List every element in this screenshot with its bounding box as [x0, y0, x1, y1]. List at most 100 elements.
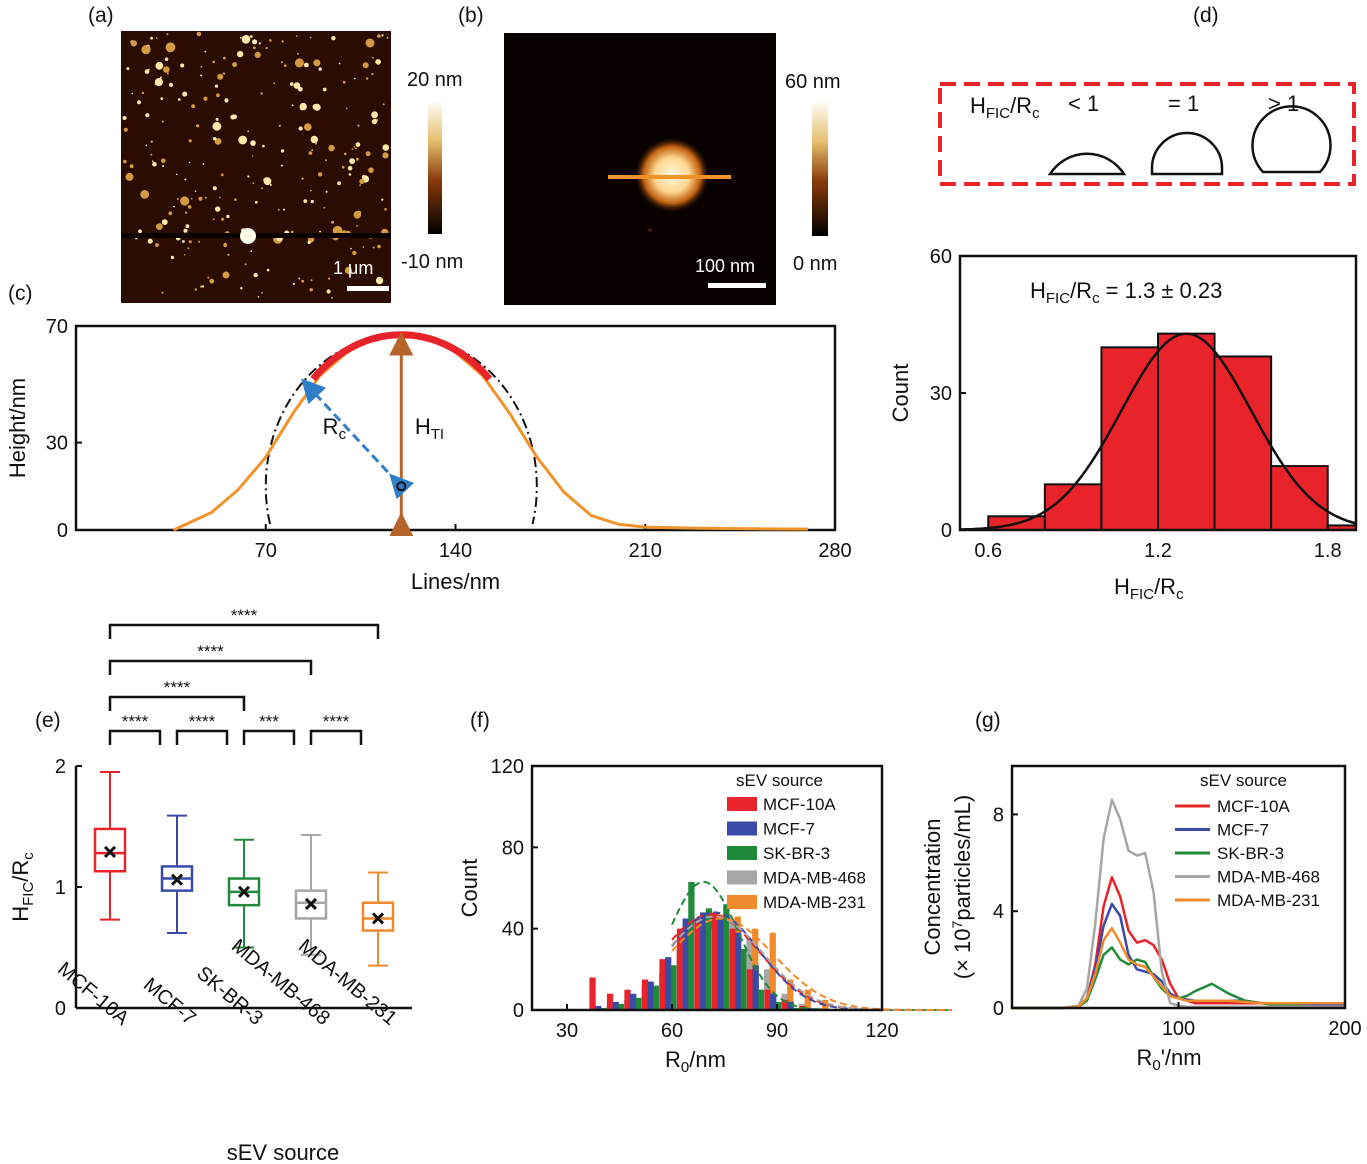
x-tick-label-g: 200 — [1328, 1018, 1361, 1040]
afm-particle — [150, 153, 153, 156]
histogram-bar-f — [705, 908, 713, 1010]
concentration-line-g — [1012, 926, 1345, 1010]
histogram-bar-f — [647, 981, 654, 1010]
histogram-bar-f — [618, 1003, 625, 1010]
afm-particle — [330, 296, 333, 299]
afm-particle — [196, 124, 200, 128]
legend-label-g: MDA-MB-468 — [1217, 868, 1320, 887]
histogram-bar-f — [763, 969, 771, 1010]
panel-label-d: (d) — [1193, 4, 1219, 27]
chart-f-frame — [530, 764, 884, 1012]
afm-particle — [342, 80, 346, 84]
panel-label-a: (a) — [88, 4, 114, 27]
hti-annotation: HTI — [415, 414, 444, 443]
x-axis-label-d-rest: /R — [1154, 574, 1176, 599]
afm-particle — [226, 214, 230, 219]
histogram-bar-f — [723, 904, 730, 1010]
afm-particle — [222, 271, 230, 279]
afm-particle — [281, 164, 283, 167]
afm-particle — [311, 149, 314, 151]
histogram-bar-f — [589, 977, 596, 1010]
x-tick-label-f: 120 — [865, 1020, 898, 1042]
afm-particle — [292, 282, 295, 285]
afm-particle — [269, 39, 272, 42]
afm-particle — [166, 33, 169, 36]
afm-particle — [331, 220, 335, 224]
afm-particle — [177, 98, 181, 101]
x-tick-label-d: 1.2 — [1144, 540, 1172, 562]
x-axis-label-c: Lines/nm — [411, 569, 500, 594]
height-profile-line — [172, 333, 808, 532]
afm-particle — [313, 59, 321, 67]
afm-particle — [180, 196, 190, 206]
afm-particle — [244, 263, 247, 266]
afm-particle — [250, 250, 253, 253]
afm-particle — [138, 229, 142, 234]
afm-particle — [359, 178, 365, 184]
significance-label-e: **** — [122, 712, 149, 731]
histogram-bar-f — [770, 993, 777, 1010]
afm-particle — [344, 266, 353, 274]
afm-particle — [140, 190, 150, 199]
histogram-bar-f — [694, 918, 701, 1010]
afm-particle — [187, 205, 192, 209]
afm-particle — [362, 175, 366, 179]
histogram-bar-f — [729, 928, 736, 1010]
afm-particle — [183, 228, 188, 233]
afm-particle — [353, 211, 362, 219]
afm-particle — [202, 163, 205, 165]
afm-particle — [362, 62, 369, 69]
afm-particle — [304, 123, 312, 131]
afm-particle — [356, 157, 359, 161]
afm-particle — [355, 147, 357, 150]
box-mean-e — [237, 885, 251, 898]
x-tick-label-f: 30 — [556, 1020, 578, 1042]
afm-particle — [204, 50, 207, 53]
afm-particle — [372, 246, 375, 249]
afm-particle — [368, 167, 374, 173]
scalebar-label-a: 1 μm — [333, 258, 373, 278]
afm-particle — [318, 67, 322, 71]
afm-particle — [353, 146, 356, 148]
afm-particle — [218, 196, 221, 199]
afm-particle — [137, 100, 141, 105]
fit-annotation-d-main: H — [1030, 278, 1046, 303]
afm-particle — [307, 240, 311, 244]
significance-bracket-e — [309, 729, 363, 745]
afm-particle — [277, 208, 280, 211]
afm-particle — [301, 279, 305, 283]
fit-curve-f — [671, 915, 952, 1011]
afm-particle — [169, 82, 173, 87]
histogram-bar-f — [787, 979, 794, 1010]
afm-particle — [180, 63, 185, 68]
afm-particle — [265, 46, 268, 50]
afm-particle — [152, 162, 157, 167]
fit-annotation-d-sub2: c — [1092, 290, 1100, 307]
rc-annotation-sub: c — [339, 426, 347, 443]
histogram-bar-f — [717, 916, 724, 1010]
x-axis-label-d-sub2: c — [1176, 586, 1184, 603]
afm-particle — [303, 62, 309, 68]
x-tick-label-c: 210 — [629, 540, 662, 562]
y-tick-label-d: 60 — [930, 246, 952, 268]
afm-particle — [253, 272, 258, 278]
y-tick-label-d: 30 — [930, 383, 952, 405]
afm-particle — [322, 87, 327, 92]
afm-particle — [201, 285, 205, 288]
afm-particle — [341, 165, 345, 169]
afm-particle — [324, 159, 327, 162]
afm-particle — [280, 61, 283, 64]
afm-particle — [346, 107, 348, 110]
afm-particle — [338, 62, 341, 65]
afm-particle — [176, 198, 179, 200]
histogram-bar-f — [700, 912, 707, 1010]
histogram-bar-f — [711, 912, 719, 1010]
significance-bracket-e — [175, 729, 229, 745]
afm-particle — [350, 247, 352, 250]
afm-particle — [182, 240, 185, 243]
y-tick-label-e: 2 — [55, 756, 66, 778]
afm-particle — [310, 279, 313, 282]
histogram-bar-f — [659, 959, 666, 1010]
histogram-bar-f — [612, 1001, 619, 1010]
